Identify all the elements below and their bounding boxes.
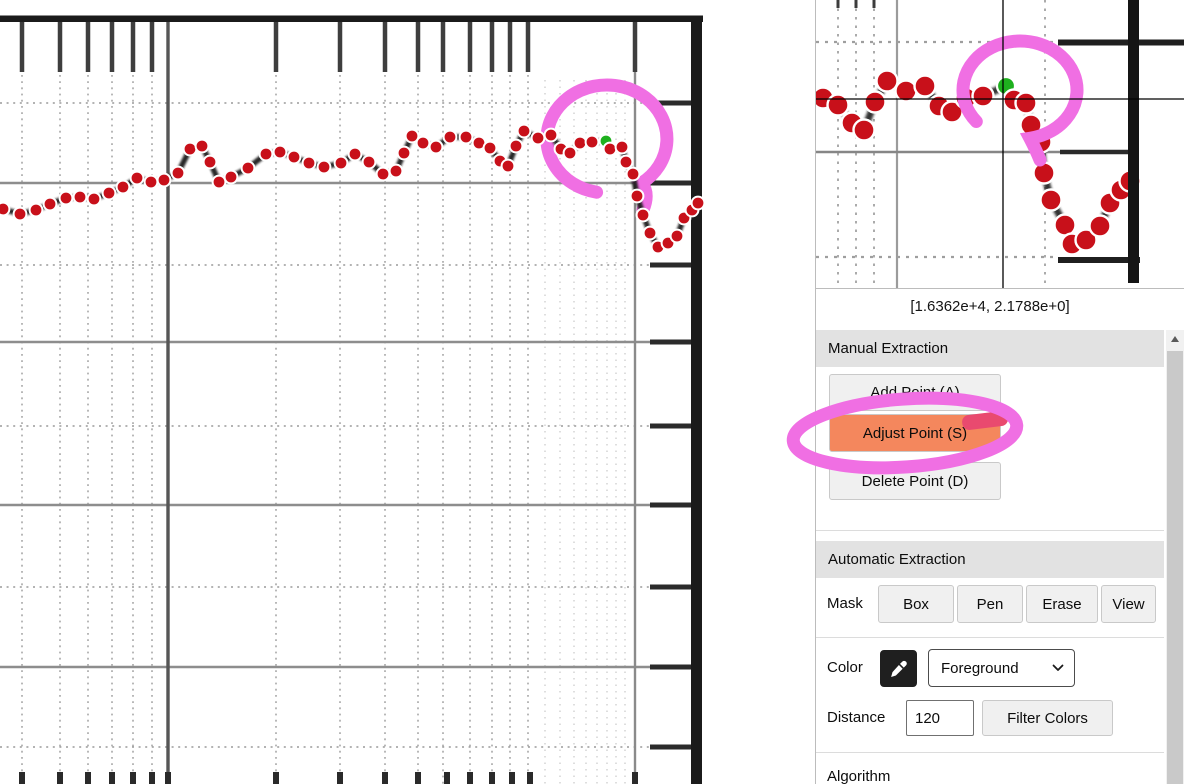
automatic-extraction-header: Automatic Extraction xyxy=(816,541,1164,578)
scrollbar-thumb[interactable] xyxy=(1167,351,1183,784)
divider xyxy=(816,752,1164,753)
filter-colors-button[interactable]: Filter Colors xyxy=(982,700,1113,736)
color-select[interactable]: Foreground xyxy=(928,649,1075,687)
mask-erase-button[interactable]: Erase xyxy=(1026,585,1098,623)
cursor-coordinates: [1.6362e+4, 2.1788e+0] xyxy=(910,298,1070,315)
preview-data-points xyxy=(816,69,1142,256)
mask-pen-button[interactable]: Pen xyxy=(957,585,1023,623)
annotation-circle xyxy=(540,78,674,217)
divider xyxy=(816,637,1164,638)
magnified-view xyxy=(816,0,1184,288)
zoom-preview-panel xyxy=(816,0,1184,289)
annotation-circle xyxy=(956,34,1084,167)
add-point-button[interactable]: Add Point (A) xyxy=(829,374,1001,411)
manual-extraction-header: Manual Extraction xyxy=(816,330,1164,367)
scroll-up-button[interactable] xyxy=(1166,330,1184,347)
mask-view-button[interactable]: View xyxy=(1101,585,1156,623)
delete-point-button[interactable]: Delete Point (D) xyxy=(829,462,1001,500)
panel-scrollbar[interactable] xyxy=(1166,330,1184,784)
side-panel: [1.6362e+4, 2.1788e+0] Manual Extraction… xyxy=(786,0,1184,784)
data-points xyxy=(0,123,706,255)
chart-canvas[interactable] xyxy=(0,0,710,784)
algorithm-section-label: Algorithm xyxy=(827,768,891,784)
color-select-value: Foreground xyxy=(941,659,1019,677)
divider xyxy=(816,530,1164,531)
eyedropper-icon xyxy=(888,658,910,680)
triangle-up-icon xyxy=(1171,335,1179,342)
adjust-point-button[interactable]: Adjust Point (S) xyxy=(829,414,1001,452)
preview-grid xyxy=(816,0,1184,288)
color-label: Color xyxy=(827,659,863,676)
chart-right-border xyxy=(1128,0,1139,283)
chevron-down-icon xyxy=(1052,664,1064,672)
mask-label: Mask xyxy=(827,595,863,612)
chart-grid xyxy=(0,15,703,784)
distance-input[interactable] xyxy=(906,700,974,736)
distance-label: Distance xyxy=(827,709,886,726)
color-picker-button[interactable] xyxy=(880,650,917,687)
mask-box-button[interactable]: Box xyxy=(878,585,954,623)
